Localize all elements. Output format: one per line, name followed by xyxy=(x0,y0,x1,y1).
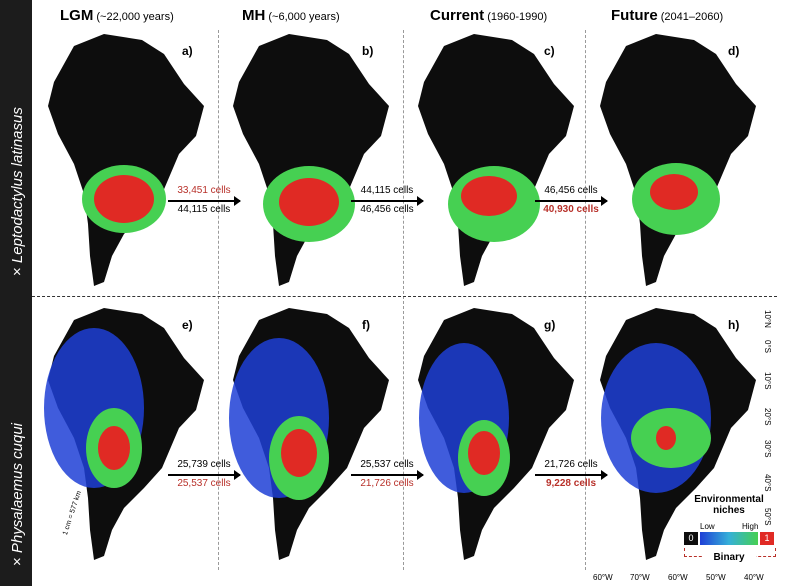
lon-label: 40°W xyxy=(744,573,764,582)
cell-count-r2-t1-top: 25,739 cells xyxy=(177,459,231,470)
row-divider xyxy=(32,296,777,297)
lat-label: 10°N xyxy=(763,310,772,328)
header-future: Future (2041–2060) xyxy=(611,7,724,24)
lon-label: 50°W xyxy=(706,573,726,582)
species-sidebar: × Leptodactylus latinasus × Physalaemus … xyxy=(0,0,32,586)
panel-label-e: e) xyxy=(182,318,193,332)
lat-label: 40°S xyxy=(763,474,772,492)
legend-title: Environmental niches xyxy=(694,494,764,516)
niche-overlay-c xyxy=(448,166,540,242)
cell-count-r2-t2-bottom: 21,726 cells xyxy=(360,478,414,489)
lat-label: 10°S xyxy=(763,372,772,390)
cell-count-r2-t3-bottom: 9,228 cells xyxy=(545,478,597,489)
legend-binary-label: Binary xyxy=(702,552,756,563)
lon-label: 70°W xyxy=(630,573,650,582)
column-divider xyxy=(403,30,404,570)
cell-count-r2-t1-bottom: 25,537 cells xyxy=(177,478,231,489)
legend-zero-box: 0 xyxy=(684,532,698,545)
transition-arrow xyxy=(535,470,608,480)
niche-overlay-e xyxy=(44,328,144,488)
header-current: Current (1960-1990) xyxy=(430,7,548,24)
species-label-physalaemus: × Physalaemus cuqui xyxy=(9,422,26,566)
lon-label: 60°W xyxy=(668,573,688,582)
transition-arrow xyxy=(535,196,608,206)
cell-count-r1-t2-bottom: 46,456 cells xyxy=(360,204,414,215)
niche-overlay-h xyxy=(601,343,711,493)
legend-gradient xyxy=(700,532,758,545)
legend-one-box: 1 xyxy=(760,532,774,545)
panel-label-a: a) xyxy=(182,44,193,58)
cell-count-r1-t3-bottom: 40,930 cells xyxy=(543,204,599,215)
cell-count-r2-t2-top: 25,537 cells xyxy=(360,459,414,470)
niche-overlay-a xyxy=(82,165,166,233)
cell-count-r1-t2-top: 44,115 cells xyxy=(360,185,414,196)
legend: Environmental niches Low High 0 1 Binary xyxy=(680,494,776,574)
niche-overlay-b xyxy=(263,166,355,242)
panel-label-b: b) xyxy=(362,44,374,58)
header-lgm: LGM (~22,000 years) xyxy=(60,7,174,24)
cell-count-r1-t1-top: 33,451 cells xyxy=(177,185,231,196)
panel-label-d: d) xyxy=(728,44,740,58)
niche-overlay-f xyxy=(229,338,329,500)
panel-label-c: c) xyxy=(544,44,555,58)
cell-count-r1-t3-top: 46,456 cells xyxy=(544,185,598,196)
column-divider xyxy=(218,30,219,570)
lat-label: 30°S xyxy=(763,440,772,458)
legend-high-label: High xyxy=(742,522,759,531)
panel-label-h: h) xyxy=(728,318,740,332)
header-mh: MH (~6,000 years) xyxy=(242,7,340,24)
niche-overlay-d xyxy=(632,163,720,235)
cell-count-r2-t3-top: 21,726 cells xyxy=(544,459,598,470)
column-divider xyxy=(585,30,586,570)
cell-count-r1-t1-bottom: 44,115 cells xyxy=(177,204,231,215)
legend-low-label: Low xyxy=(700,522,715,531)
transition-arrow xyxy=(168,196,241,206)
panel-label-g: g) xyxy=(544,318,556,332)
transition-arrow xyxy=(351,196,424,206)
transition-arrow xyxy=(168,470,241,480)
niche-overlay-g xyxy=(419,343,510,496)
transition-arrow xyxy=(351,470,424,480)
lat-label: 0°S xyxy=(763,340,772,353)
panel-label-f: f) xyxy=(362,318,370,332)
species-label-leptodactylus: × Leptodactylus latinasus xyxy=(9,107,26,276)
lat-label: 20°S xyxy=(763,408,772,426)
lon-label: 60°W xyxy=(593,573,613,582)
